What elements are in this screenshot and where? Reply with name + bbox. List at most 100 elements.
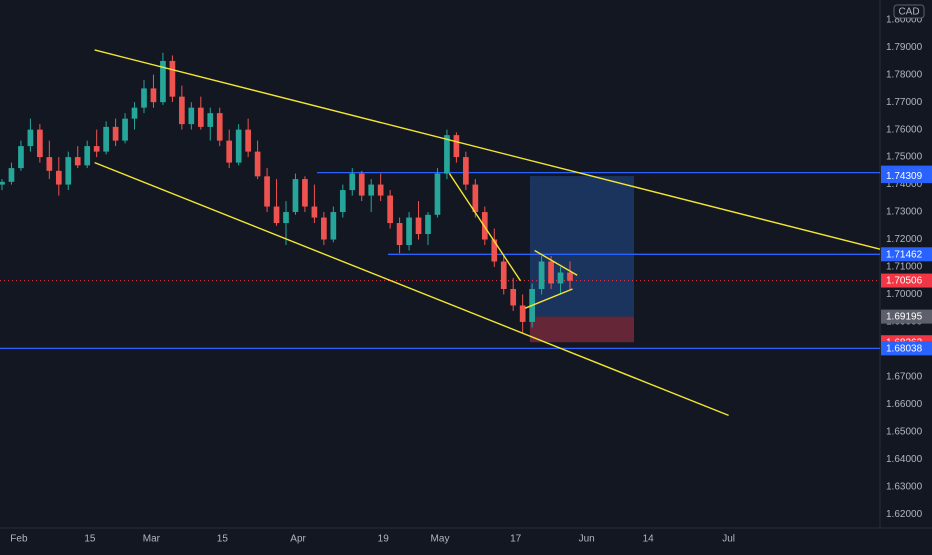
candle [472,184,479,213]
price-tick-label: 1.74000 [886,179,923,190]
price-tick-label: 1.80000 [886,14,923,25]
candle [131,107,138,119]
candle [103,126,109,152]
time-tick-label: Jun [579,534,595,545]
price-tick-label: 1.76000 [886,124,923,135]
time-tick-label: May [431,534,450,545]
currency-badge[interactable] [893,4,925,19]
candle [330,212,337,240]
candle [387,195,393,224]
position-stop-zone[interactable] [529,316,634,343]
time-tick-label: Feb [10,534,28,545]
time-tick-label: 15 [217,534,229,545]
price-tick-label: 1.72000 [886,234,923,245]
candle [349,173,356,191]
candle [453,135,460,158]
candle [311,206,318,218]
candle [557,272,564,284]
candle [567,272,573,281]
candle [406,217,412,246]
trendline-wedge-lower[interactable] [524,288,573,309]
candle [169,60,176,97]
candle [264,176,270,207]
candle [141,88,147,108]
price-tick-label: 1.62000 [886,509,923,520]
candle [37,129,43,158]
candle [254,151,261,177]
candle [84,146,91,166]
candle [207,113,214,127]
candle [112,126,119,141]
price-tag-label: 1.68038 [886,344,923,355]
candle [93,146,100,152]
candle [415,217,422,235]
price-tag-level [881,169,932,184]
candle [434,173,441,215]
candle [150,88,157,103]
time-tick-label: Jul [722,534,735,545]
candle [491,239,498,262]
candle [0,181,5,185]
candle [292,179,299,213]
time-tick-label: Apr [290,534,306,545]
candle [216,113,223,141]
candle [283,212,289,224]
trendline-wedge-drop[interactable] [448,173,522,282]
time-tick-label: 19 [378,534,390,545]
position-target-zone[interactable] [529,176,634,317]
price-tick-label: 1.67000 [886,372,923,383]
candle [519,305,526,322]
price-tick-label: 1.71000 [886,262,923,273]
candle [197,107,204,127]
price-tick-label: 1.63000 [886,481,923,492]
price-tick-label: 1.78000 [886,69,923,80]
price-tag-entry [881,309,932,324]
price-tag-level [881,247,932,262]
candle [396,223,403,246]
candle [273,206,280,224]
candle [55,170,62,185]
time-tick-label: Mar [143,534,161,545]
price-tag-label: 1.69195 [886,312,923,323]
candle [65,157,72,185]
price-tick-label: 1.65000 [886,426,923,437]
candle [235,129,242,163]
trendline-channel-bottom[interactable] [94,161,729,417]
candle [27,129,34,147]
currency-badge-label: CAD [898,7,919,18]
time-tick-label: 15 [84,534,96,545]
trendline-wedge-upper[interactable] [534,249,578,276]
candle [339,190,346,213]
candle [425,214,431,235]
price-tick-label: 1.79000 [886,42,923,53]
time-tick-label: 17 [510,534,522,545]
candle [500,261,507,289]
price-tick-label: 1.66000 [886,399,923,410]
price-tag-last [881,273,932,288]
candle [377,184,384,196]
candle [321,217,327,240]
candle [160,60,166,103]
price-tag-label: 1.71462 [886,249,923,260]
candle [538,261,545,289]
candle [74,157,81,166]
candle [46,157,53,171]
price-tag-level [881,341,932,356]
price-tick-label: 1.77000 [886,97,923,108]
candle [444,135,450,174]
price-tick-label: 1.75000 [886,152,923,163]
trendline-channel-top[interactable] [94,49,881,250]
candle [510,288,517,306]
candle [463,157,469,185]
candle [122,118,128,141]
candle [368,184,375,196]
candle [245,129,251,152]
price-tag-label: 1.74309 [886,171,923,182]
candle [226,140,233,163]
candle [358,173,365,196]
candle [18,146,24,169]
price-tag-label: 1.70506 [886,276,923,287]
